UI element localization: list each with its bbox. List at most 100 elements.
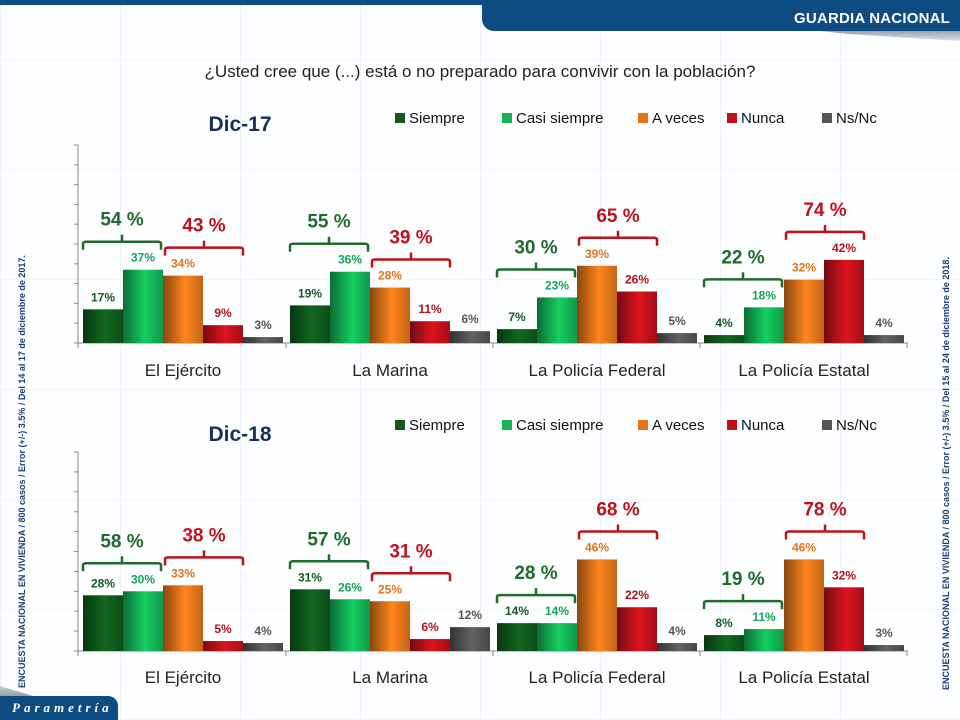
bar-value-label: 12% [458,608,482,622]
category-label: La Policía Federal [528,668,665,687]
bar-siempre [290,305,330,343]
bar-a-veces [370,287,410,343]
bar-value-label: 42% [832,241,856,255]
bar-casi-siempre [330,271,370,343]
bar-a-veces [784,279,824,343]
chart-dic-18: Dic-18 Siempre Casi siempre A veces Nunca Ns/… [74,417,908,687]
bar-value-label: 36% [338,253,362,267]
bar-nunca [203,641,243,651]
chart-title: Dic-18 [208,423,271,446]
category-label: La Policía Estatal [738,668,869,687]
bar-value-label: 37% [131,251,155,265]
bar-value-label: 19% [298,286,322,300]
bar-value-label: 46% [792,540,816,554]
chart-title: Dic-17 [208,113,271,136]
legend-swatch-ns-nc [822,113,832,123]
bar-ns-nc [657,643,697,651]
header-banner: GUARDIA NACIONAL [482,3,960,31]
negative-bracket [577,230,659,246]
bar-ns-nc [243,337,283,343]
bar-siempre [290,589,330,651]
legend-label: Casi siempre [516,417,604,434]
legend-label: Ns/Nc [836,110,877,127]
bar-value-label: 32% [792,261,816,275]
bar-casi-siempre [123,269,163,343]
bar-nunca [203,325,243,343]
bar-nunca [410,321,450,343]
legend-swatch-a-veces [638,420,648,430]
legend-swatch-nunca [727,113,737,123]
bar-nunca [410,639,450,651]
bar-value-label: 11% [752,610,776,624]
bar-siempre [83,595,123,651]
negative-total-label: 74 % [803,200,846,221]
bar-value-label: 14% [545,604,569,618]
negative-bracket [784,524,866,540]
bar-ns-nc [864,335,904,343]
bar-ns-nc [450,627,490,651]
bar-value-label: 39% [585,247,609,261]
bar-casi-siempre [744,629,784,651]
negative-total-label: 38 % [182,525,225,546]
bar-value-label: 17% [91,290,115,304]
bar-casi-siempre [744,307,784,343]
bar-ns-nc [450,331,490,343]
legend-swatch-siempre [395,113,405,123]
positive-bracket [702,594,784,610]
parametria-logo: Parametría [0,696,118,720]
legend-label: Nunca [741,417,785,434]
bar-value-label: 28% [91,576,115,590]
positive-total-label: 19 % [721,569,764,590]
survey-question: ¿Usted cree que (...) está o no preparad… [204,62,756,81]
negative-bracket [370,566,452,582]
bar-value-label: 25% [378,582,402,596]
top-rule [0,0,960,5]
bar-value-label: 14% [505,604,529,618]
category-label: La Policía Federal [528,361,665,380]
bar-casi-siempre [537,623,577,651]
bar-value-label: 5% [214,622,232,636]
bar-a-veces [163,585,203,651]
legend-label: Casi siempre [516,110,604,127]
negative-bracket [577,524,659,540]
bar-value-label: 4% [668,624,686,638]
bar-a-veces [784,559,824,651]
bar-nunca [824,587,864,651]
bar-value-label: 46% [585,540,609,554]
bar-value-label: 18% [752,288,776,302]
bar-siempre [704,335,744,343]
bar-value-label: 32% [832,568,856,582]
legend-swatch-siempre [395,420,405,430]
negative-total-label: 68 % [596,499,639,520]
bar-ns-nc [243,643,283,651]
negative-bracket [163,550,245,566]
bar-value-label: 11% [418,302,442,316]
bar-nunca [824,259,864,343]
legend-label: Ns/Nc [836,417,877,434]
bar-value-label: 30% [131,572,155,586]
negative-bracket [163,240,245,256]
positive-bracket [702,272,784,288]
legend-swatch-ns-nc [822,420,832,430]
positive-bracket [81,234,163,250]
bar-siempre [497,329,537,343]
negative-bracket [370,252,452,268]
bar-value-label: 26% [338,580,362,594]
bar-casi-siempre [537,297,577,343]
positive-total-label: 28 % [514,563,557,584]
bar-value-label: 4% [254,624,272,638]
bar-value-label: 9% [214,306,232,320]
chart-dic-17: Dic-17 Siempre Casi siempre A veces Nunca Ns/… [74,110,908,380]
bar-value-label: 8% [715,616,733,630]
legend-swatch-casi-siempre [502,420,512,430]
logo-text: Parametría [12,700,113,715]
bar-value-label: 3% [254,318,272,332]
positive-bracket [288,236,370,252]
bar-siempre [497,623,537,651]
category-label: El Ejército [145,668,222,687]
category-label: La Marina [352,668,428,687]
bar-value-label: 28% [378,269,402,283]
bar-value-label: 6% [461,312,479,326]
bar-siempre [83,309,123,343]
legend-label: A veces [652,110,705,127]
